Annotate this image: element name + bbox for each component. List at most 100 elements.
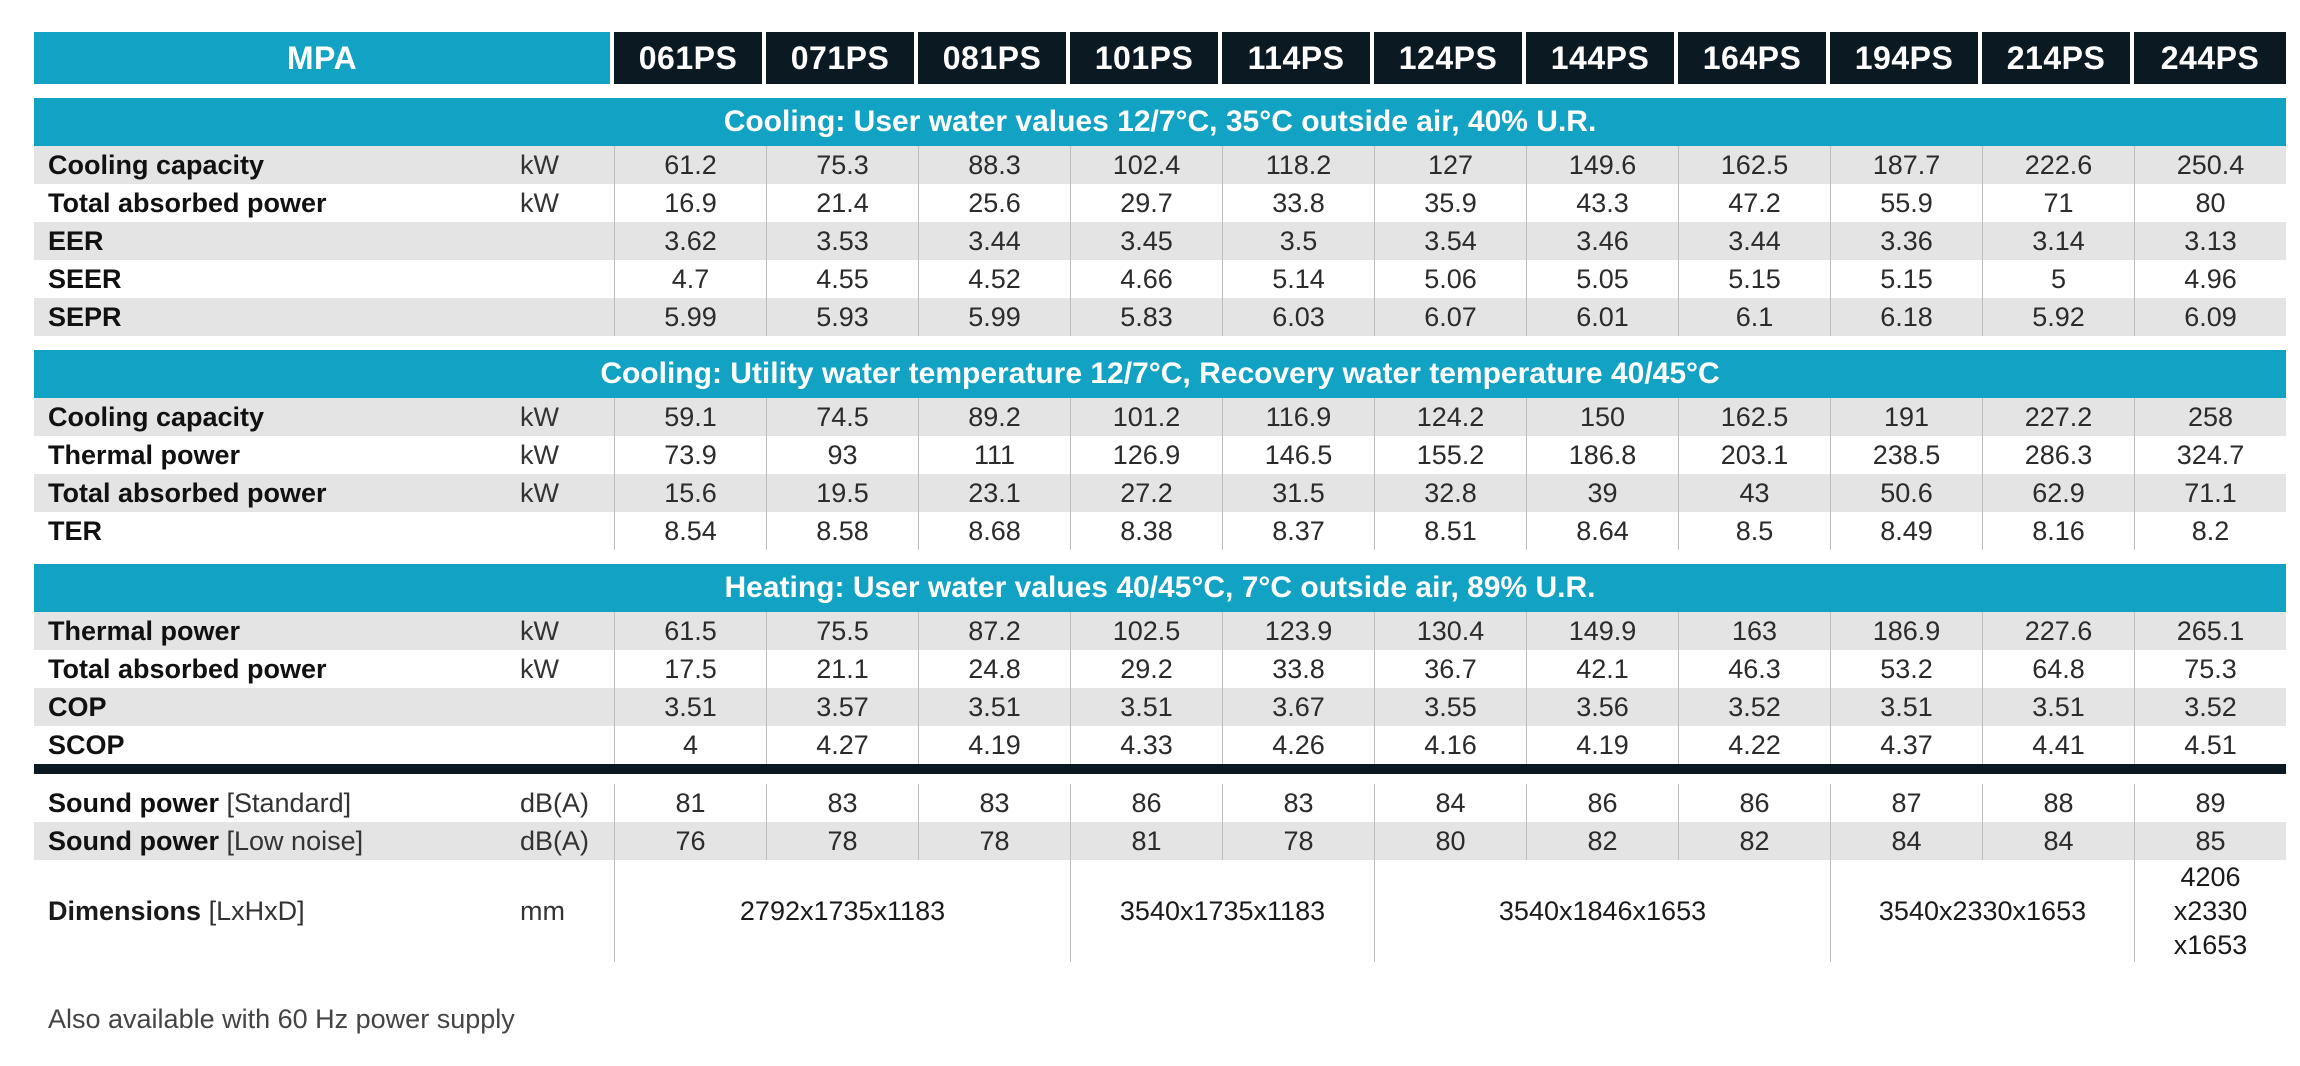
- value-cell: 5.05: [1526, 260, 1679, 298]
- value-cell: 186.8: [1526, 436, 1679, 474]
- value-cell: 32.8: [1374, 474, 1527, 512]
- row-label: Total absorbed power: [34, 650, 484, 688]
- value-cell: 6.09: [2134, 298, 2287, 336]
- row-label: Total absorbed power: [34, 474, 484, 512]
- value-cell: 149.9: [1526, 612, 1679, 650]
- value-cell: 5.92: [1982, 298, 2135, 336]
- row-label-sub: [Low noise]: [226, 826, 364, 856]
- value-cell: 3.51: [1070, 688, 1223, 726]
- table-row: Total absorbed power kW 16.9 21.4 25.6 29.7 33…: [34, 184, 2287, 222]
- dimension-cell: 3540x2330x1653: [1830, 860, 2135, 962]
- value-cell: 43.3: [1526, 184, 1679, 222]
- value-cell: 36.7: [1374, 650, 1527, 688]
- value-cell: 4.22: [1678, 726, 1831, 764]
- value-cell: 83: [766, 784, 919, 822]
- value-cell: 29.2: [1070, 650, 1223, 688]
- separator-row: [34, 764, 2287, 774]
- separator-line: [34, 764, 2287, 774]
- value-cell: 4.96: [2134, 260, 2287, 298]
- table-row: Thermal power kW 61.5 75.5 87.2 102.5 123.9 130…: [34, 612, 2287, 650]
- dimension-cell: 3540x1735x1183: [1070, 860, 1375, 962]
- spacer-cell: [34, 336, 2286, 350]
- value-cell: 126.9: [1070, 436, 1223, 474]
- value-cell: 81: [614, 784, 767, 822]
- value-cell: 3.36: [1830, 222, 1983, 260]
- value-cell: 3.46: [1526, 222, 1679, 260]
- model-header: 144PS: [1526, 32, 1679, 84]
- row-label: Sound power [Standard]: [34, 784, 484, 822]
- value-cell: 123.9: [1222, 612, 1375, 650]
- value-cell: 15.6: [614, 474, 767, 512]
- row-unit: [484, 298, 615, 336]
- value-cell: 17.5: [614, 650, 767, 688]
- value-cell: 59.1: [614, 398, 767, 436]
- value-cell: 88.3: [918, 146, 1071, 184]
- value-cell: 39: [1526, 474, 1679, 512]
- model-header: 194PS: [1830, 32, 1983, 84]
- value-cell: 89.2: [918, 398, 1071, 436]
- value-cell: 35.9: [1374, 184, 1527, 222]
- value-cell: 6.03: [1222, 298, 1375, 336]
- table-row: Cooling capacity kW 61.2 75.3 88.3 102.4 118.2…: [34, 146, 2287, 184]
- value-cell: 8.68: [918, 512, 1071, 550]
- value-cell: 78: [918, 822, 1071, 860]
- value-cell: 16.9: [614, 184, 767, 222]
- value-cell: 5.15: [1678, 260, 1831, 298]
- row-label-main: Sound power: [48, 788, 219, 818]
- row-label: Cooling capacity: [34, 398, 484, 436]
- value-cell: 8.37: [1222, 512, 1375, 550]
- spacer-row: [34, 84, 2286, 98]
- model-header: 071PS: [766, 32, 919, 84]
- value-cell: 101.2: [1070, 398, 1223, 436]
- value-cell: 111: [918, 436, 1071, 474]
- value-cell: 102.4: [1070, 146, 1223, 184]
- value-cell: 43: [1678, 474, 1831, 512]
- value-cell: 8.38: [1070, 512, 1223, 550]
- value-cell: 88: [1982, 784, 2135, 822]
- table-row: Total absorbed power kW 17.5 21.1 24.8 29.2 33…: [34, 650, 2287, 688]
- value-cell: 102.5: [1070, 612, 1223, 650]
- value-cell: 64.8: [1982, 650, 2135, 688]
- row-unit: kW: [484, 146, 615, 184]
- value-cell: 6.18: [1830, 298, 1983, 336]
- row-unit: kW: [484, 612, 615, 650]
- value-cell: 3.51: [918, 688, 1071, 726]
- value-cell: 86: [1526, 784, 1679, 822]
- row-label: TER: [34, 512, 484, 550]
- value-cell: 25.6: [918, 184, 1071, 222]
- value-cell: 286.3: [1982, 436, 2135, 474]
- value-cell: 3.44: [918, 222, 1071, 260]
- row-label: COP: [34, 688, 484, 726]
- model-header: 244PS: [2134, 32, 2287, 84]
- value-cell: 4.19: [1526, 726, 1679, 764]
- value-cell: 150: [1526, 398, 1679, 436]
- value-cell: 8.64: [1526, 512, 1679, 550]
- row-unit: [484, 726, 615, 764]
- value-cell: 75.3: [2134, 650, 2287, 688]
- value-cell: 80: [2134, 184, 2287, 222]
- value-cell: 3.52: [2134, 688, 2287, 726]
- footnote: Also available with 60 Hz power supply: [48, 1004, 515, 1034]
- model-header: 214PS: [1982, 32, 2135, 84]
- value-cell: 162.5: [1678, 398, 1831, 436]
- value-cell: 4.16: [1374, 726, 1527, 764]
- model-header: 164PS: [1678, 32, 1831, 84]
- value-cell: 29.7: [1070, 184, 1223, 222]
- spec-table-body: MPA 061PS 071PS 081PS 101PS 114PS 124PS 144PS 16…: [34, 32, 2287, 962]
- value-cell: 4.19: [918, 726, 1071, 764]
- value-cell: 227.6: [1982, 612, 2135, 650]
- value-cell: 83: [1222, 784, 1375, 822]
- section-title: Cooling: User water values 12/7°C, 35°C …: [34, 98, 2287, 146]
- row-label-main: Dimensions: [48, 896, 202, 926]
- row-unit: [484, 222, 615, 260]
- section-title: Heating: User water values 40/45°C, 7°C …: [34, 564, 2287, 612]
- row-unit: kW: [484, 474, 615, 512]
- row-unit: kW: [484, 398, 615, 436]
- value-cell: 250.4: [2134, 146, 2287, 184]
- value-cell: 5.93: [766, 298, 919, 336]
- row-label: Sound power [Low noise]: [34, 822, 484, 860]
- value-cell: 86: [1678, 784, 1831, 822]
- value-cell: 187.7: [1830, 146, 1983, 184]
- value-cell: 3.51: [614, 688, 767, 726]
- value-cell: 163: [1678, 612, 1831, 650]
